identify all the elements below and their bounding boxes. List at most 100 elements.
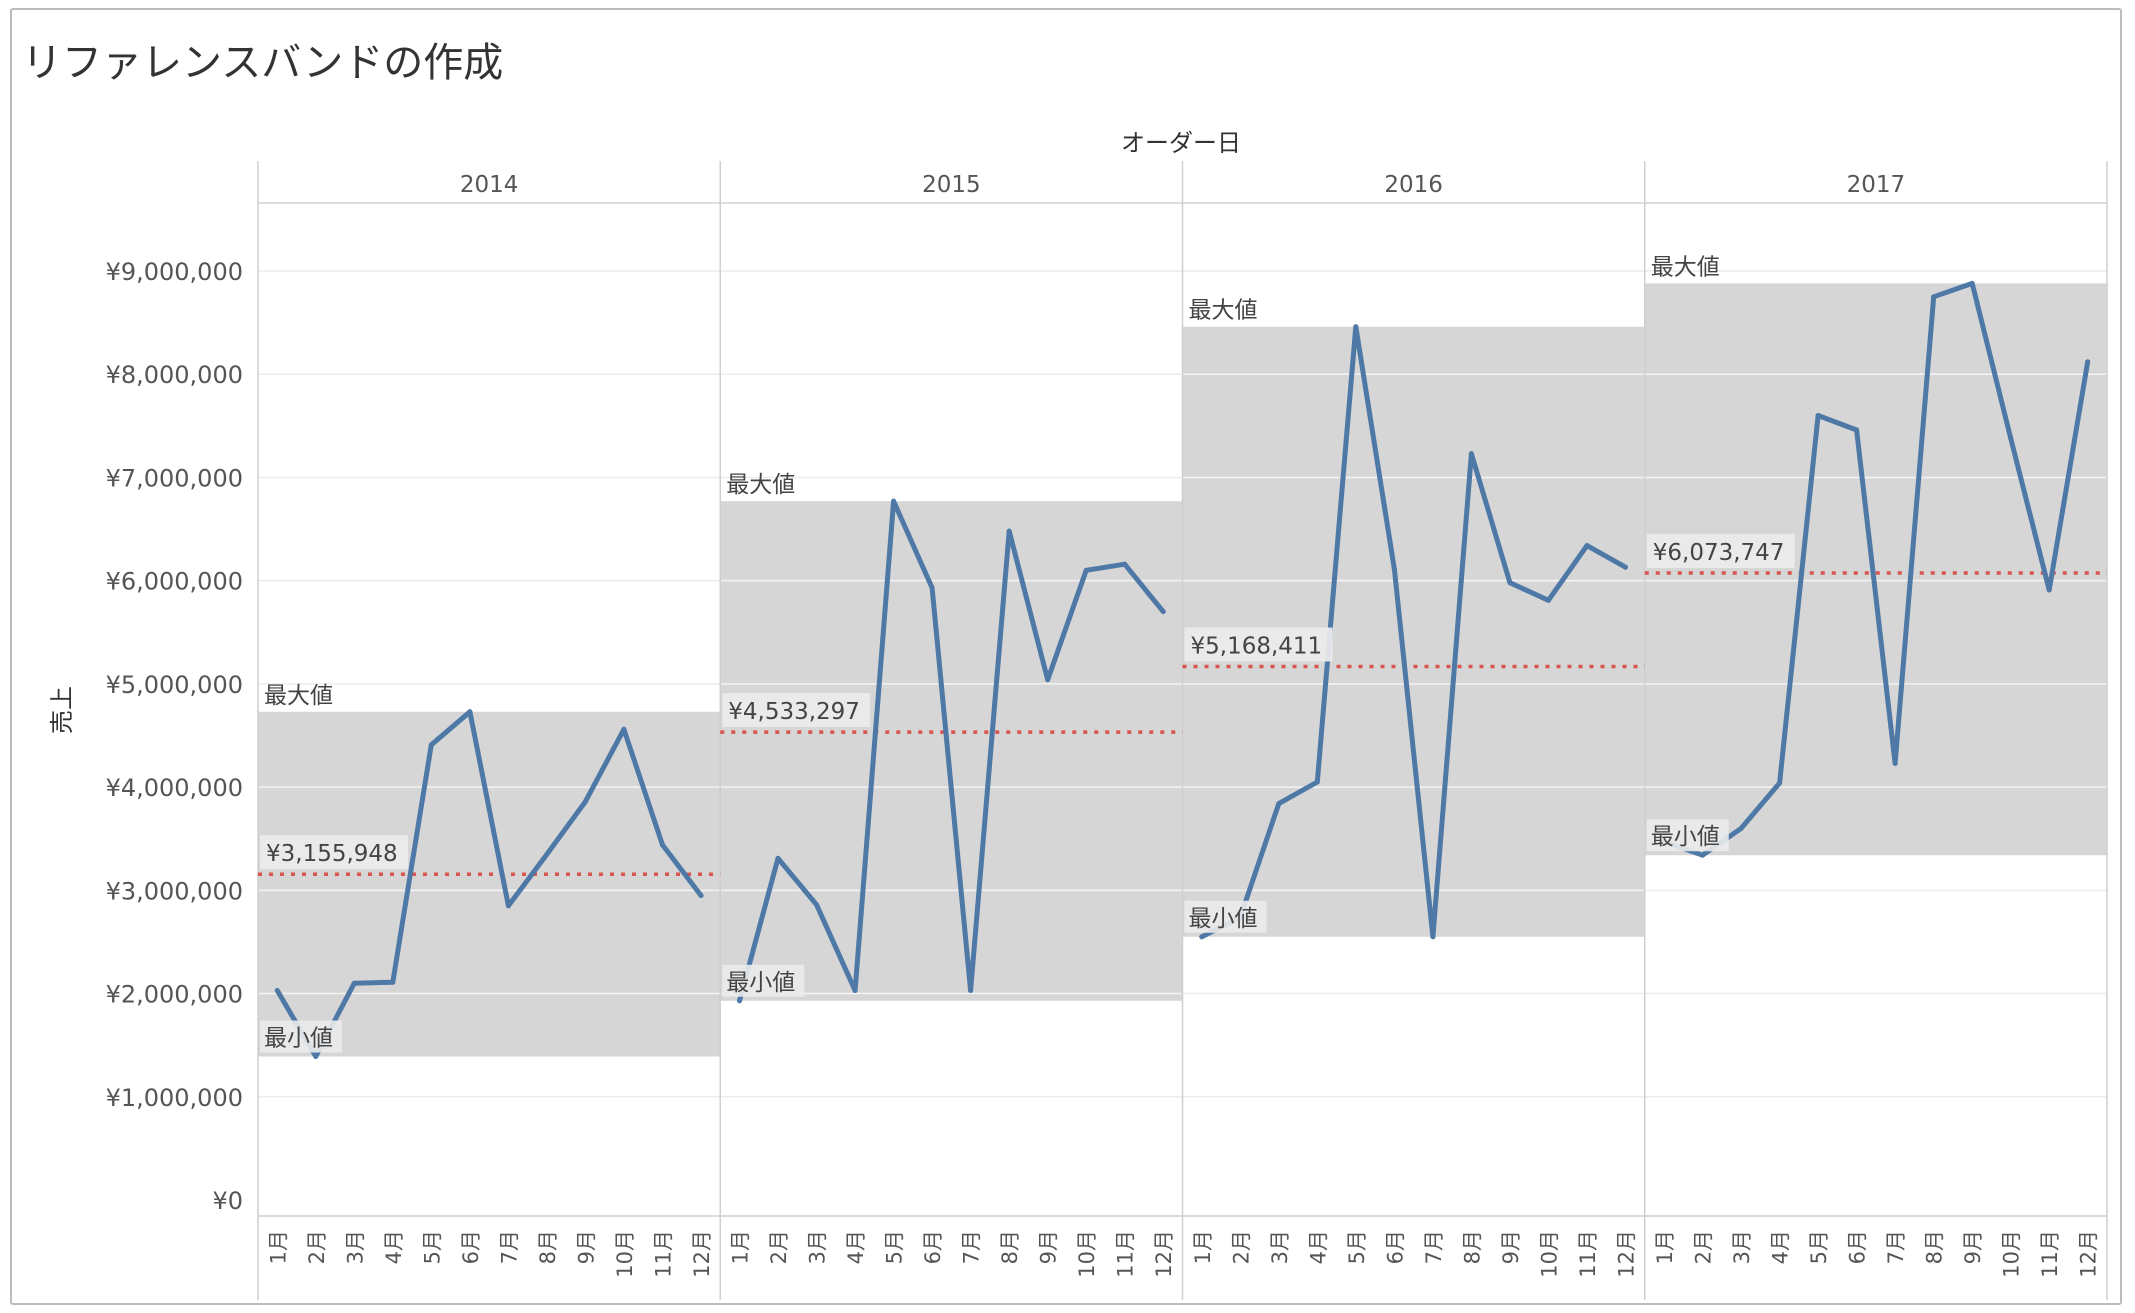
month-tick-label: 2月 [767,1230,791,1264]
y-tick-label: ¥9,000,000 [106,258,243,286]
data-point [1391,566,1397,572]
year-header: 2016 [1384,172,1443,198]
month-tick-label: 11月 [1576,1230,1600,1278]
data-point [814,902,820,908]
band-min-label-bg [1646,819,1729,852]
month-tick-label: 11月 [651,1230,675,1278]
data-point [1622,564,1628,570]
reference-bands [258,283,2107,1057]
data-point [1969,280,1975,286]
data-point [1507,580,1513,586]
data-point [1815,413,1821,419]
data-point [929,585,935,591]
band-min-label: 最小値 [726,970,795,996]
y-tick-label: ¥4,000,000 [106,774,243,802]
data-point [1584,543,1590,549]
data-point [2085,359,2091,365]
month-tick-label: 5月 [420,1230,444,1264]
data-point [274,987,280,993]
average-label: ¥3,155,948 [266,841,398,867]
month-tick-label: 8月 [998,1230,1022,1264]
month-tick-label: 12月 [1614,1230,1638,1278]
data-point [1430,934,1436,940]
page-title: リファレンスバンドの作成 [22,40,504,86]
month-tick-label: 6月 [1846,1230,1870,1264]
data-point [1468,451,1474,457]
sales-line [1661,280,2091,858]
y-tick-label: ¥1,000,000 [106,1084,243,1112]
month-tick-label: 3月 [806,1230,830,1264]
data-point [1160,609,1166,615]
column-header: オーダー日 [1121,129,1241,157]
month-tick-label: 4月 [1306,1230,1330,1264]
month-tick-label: 7月 [497,1230,521,1264]
month-tick-label: 9月 [1961,1230,1985,1264]
month-tick-label: 1月 [729,1230,753,1264]
month-tick-label: 6月 [459,1230,483,1264]
month-tick-label: 3月 [1268,1230,1292,1264]
month-tick-label: 11月 [2038,1230,2062,1278]
month-tick-label: 8月 [536,1230,560,1264]
year-header: 2017 [1847,172,1906,198]
year-header: 2014 [460,172,519,198]
data-point [544,851,550,857]
band-max-label: 最大値 [264,683,333,709]
x-axis: 1月 2月 3月 4月 5月 6月 7月 8月 9月 10月 11月 12月 1月 2月 3月 4月 5月 6月 7… [266,1230,2100,1278]
month-tick-label: 6月 [1383,1230,1407,1264]
data-point [1892,760,1898,766]
month-tick-label: 9月 [574,1230,598,1264]
sales-line [274,709,704,1059]
data-point [1006,528,1012,534]
data-point [351,980,357,986]
reference-band [1644,283,2107,856]
average-label: ¥5,168,411 [1191,634,1323,660]
data-point [1545,597,1551,603]
average-label: ¥4,533,297 [728,699,860,725]
band-min-label: 最小値 [1189,906,1258,932]
y-tick-label: ¥6,000,000 [106,568,243,596]
month-tick-label: 5月 [1807,1230,1831,1264]
reference-band [720,501,1183,1001]
y-axis-label: 売上 [48,686,76,734]
sales-line [737,498,1166,1004]
reference-band [258,711,721,1057]
band-min-label: 最小値 [1651,824,1720,850]
data-point [1700,852,1706,858]
panel-dividers [257,161,2108,1300]
data-point [1199,934,1205,940]
y-tick-label: ¥3,000,000 [106,877,243,905]
y-tick-label: ¥5,000,000 [106,671,243,699]
year-header: 2015 [922,172,981,198]
average-label-bg [260,835,408,870]
data-point [852,987,858,993]
month-tick-label: 5月 [1345,1230,1369,1264]
month-tick-label: 10月 [613,1230,637,1278]
data-point [1083,567,1089,573]
month-tick-label: 8月 [1460,1230,1484,1264]
data-point [1276,801,1282,807]
data-point [1738,825,1744,831]
data-point [467,709,473,715]
month-tick-label: 7月 [1422,1230,1446,1264]
month-tick-label: 12月 [2077,1230,2101,1278]
sales-line [1199,324,1628,940]
month-tick-label: 8月 [1923,1230,1947,1264]
data-point [621,726,627,732]
month-tick-label: 10月 [1537,1230,1561,1278]
month-tick-label: 2月 [305,1230,329,1264]
month-tick-label: 6月 [921,1230,945,1264]
band-max-label: 最大値 [726,472,795,498]
average-label-bg [1646,534,1795,569]
data-point [737,998,743,1004]
band-min-label-bg [260,1020,342,1053]
data-point [2046,587,2052,593]
year-headers: 2014 2015 2016 2017 [460,172,1905,198]
month-tick-label: 7月 [960,1230,984,1264]
data-point [698,892,704,898]
band-min-label-bg [722,964,805,997]
data-point [1777,780,1783,786]
data-point [2008,435,2014,441]
data-point [390,979,396,985]
month-tick-label: 4月 [1769,1230,1793,1264]
